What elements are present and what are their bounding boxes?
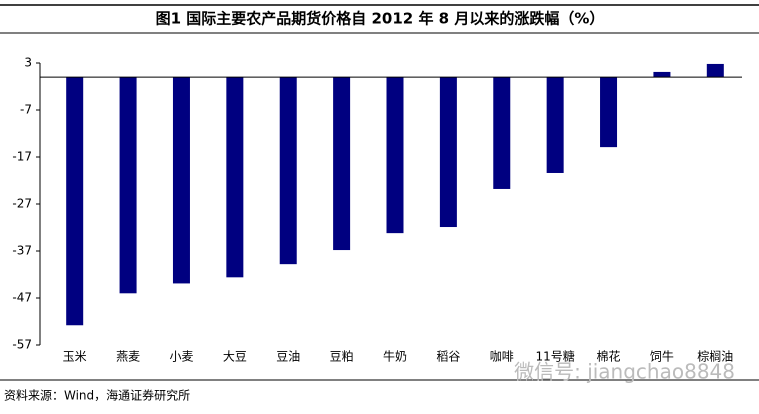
x-tick-label: 牛奶 — [383, 349, 407, 364]
x-tick-label: 棉花 — [597, 349, 621, 364]
y-tick-label: -57 — [12, 338, 32, 352]
y-tick-label: -7 — [20, 103, 32, 117]
source-note: 资料来源：Wind，海通证券研究所 — [4, 388, 190, 403]
bar — [119, 77, 137, 294]
y-tick-label: -17 — [12, 150, 32, 164]
bar — [546, 77, 564, 173]
bar — [172, 77, 190, 284]
x-tick-label: 11号糖 — [536, 349, 575, 364]
x-tick-label: 小麦 — [169, 350, 193, 364]
x-tick-label: 燕麦 — [116, 350, 140, 364]
x-tick-label: 饲牛 — [650, 349, 674, 364]
bar — [706, 63, 724, 78]
bar — [600, 77, 618, 148]
bar — [226, 77, 244, 278]
bar — [333, 77, 351, 251]
chart-title: 图1 国际主要农产品期货价格自 2012 年 8 月以来的涨跌幅（%） — [156, 10, 605, 28]
bar — [439, 77, 457, 228]
y-tick-label: -47 — [12, 291, 32, 305]
x-tick-label: 咖啡 — [490, 349, 514, 364]
bar — [653, 71, 671, 78]
y-tick-label: 3 — [24, 56, 32, 70]
bar — [386, 77, 404, 234]
bar — [493, 77, 511, 189]
y-tick-label: -37 — [12, 244, 32, 258]
x-tick-label: 玉米 — [63, 350, 87, 364]
bar — [66, 77, 84, 326]
y-tick-label: -27 — [12, 197, 32, 211]
x-tick-label: 稻谷 — [436, 350, 460, 364]
bar — [279, 77, 297, 265]
x-tick-label: 棕榈油 — [697, 349, 733, 364]
x-tick-label: 豆油 — [276, 350, 300, 364]
watermark: 微信号: jiangchao8848 — [514, 360, 735, 384]
x-tick-label: 大豆 — [223, 350, 247, 364]
x-tick-label: 豆粕 — [330, 349, 354, 364]
